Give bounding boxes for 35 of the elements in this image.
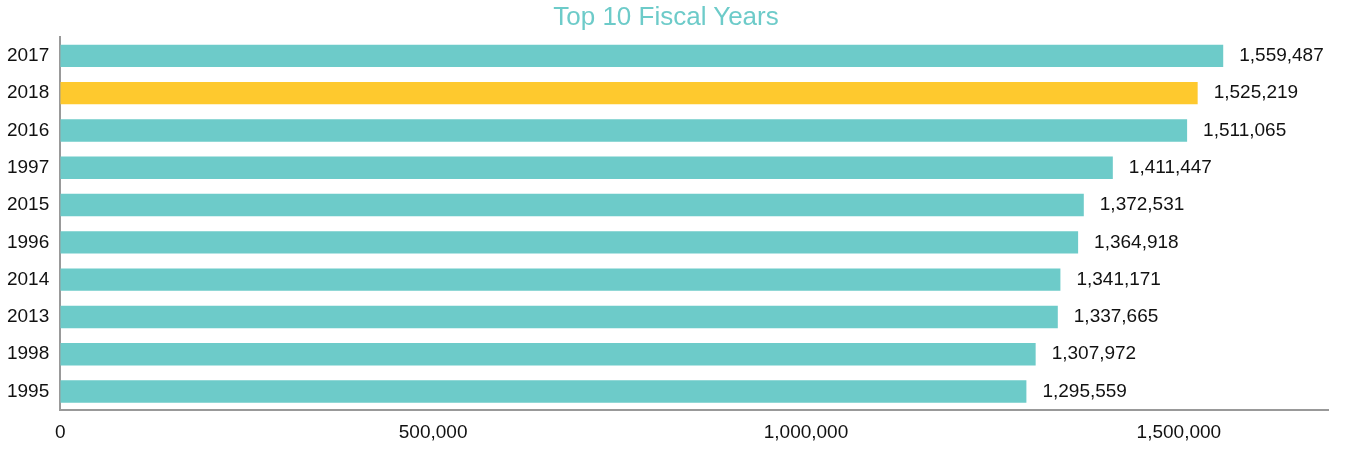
bar [60,380,1027,403]
data-label: 1,307,972 [1051,342,1137,364]
y-tick-label: 2014 [6,267,50,289]
data-label: 1,411,447 [1128,155,1212,177]
x-tick-label: 1,500,000 [1136,420,1222,442]
y-tick-label: 1998 [6,342,50,364]
y-tick-label: 2015 [6,193,50,215]
y-tick-label: 2016 [6,118,50,140]
x-tick-label: 0 [54,420,66,442]
data-label: 1,295,559 [1042,379,1127,401]
y-tick-label: 2013 [6,305,50,327]
x-tick-label: 1,000,000 [763,420,849,442]
x-tick-label: 500,000 [398,420,468,442]
bar [60,119,1188,142]
y-tick-label: 2018 [6,81,50,103]
bar [60,305,1058,329]
data-label: 1,559,487 [1239,44,1324,66]
data-label: 1,364,918 [1094,230,1179,252]
data-label: 1,511,065 [1203,118,1287,140]
data-label: 1,372,531 [1099,193,1185,215]
bar [60,81,1198,105]
data-label: 1,337,665 [1073,305,1159,327]
bar [60,44,1224,68]
data-label: 1,525,219 [1213,81,1299,103]
bar [60,156,1113,179]
bar [60,268,1061,291]
y-tick-label: 1997 [6,155,50,177]
data-label: 1,341,171 [1076,267,1161,289]
bar [60,343,1036,366]
y-tick-label: 1996 [6,230,50,252]
bar [60,193,1084,217]
y-tick-label: 2017 [6,44,50,66]
chart-title: Top 10 Fiscal Years [553,0,779,31]
y-tick-label: 1995 [6,379,50,401]
bar [60,231,1079,254]
